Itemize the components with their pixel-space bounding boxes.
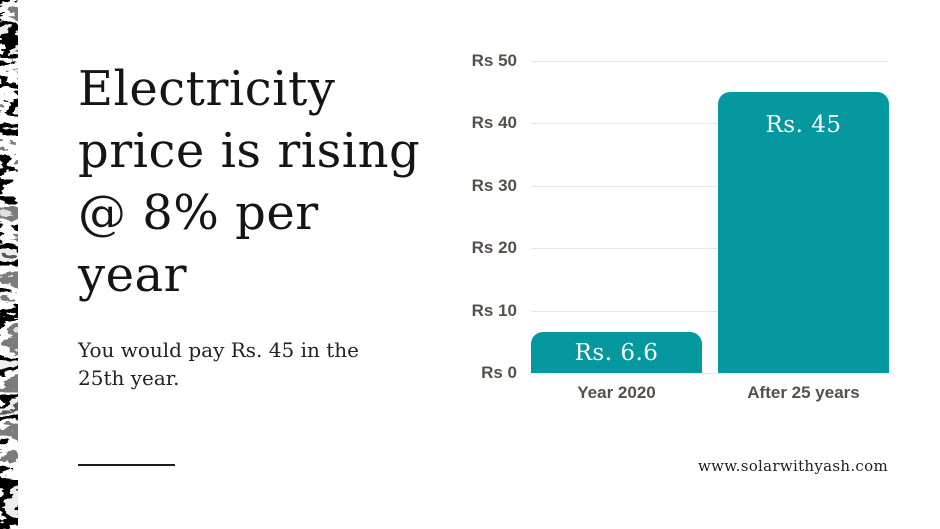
y-tick-label: Rs 50 <box>471 51 517 70</box>
bar-value-label: Rs. 45 <box>765 112 842 138</box>
slide-title: Electricity price is rising @ 8% per yea… <box>78 58 438 306</box>
gridline <box>531 185 888 187</box>
y-tick-label: Rs 20 <box>471 238 517 258</box>
title-line: Electricity <box>78 61 336 117</box>
y-tick-label: Rs 0 <box>481 363 517 382</box>
y-tick-label: Rs 30 <box>471 175 517 195</box>
subtitle-line: 25th year. <box>78 366 180 390</box>
divider-line <box>78 464 175 466</box>
bar: Rs. 45 <box>718 92 889 373</box>
bar: Rs. 6.6 <box>531 332 702 373</box>
gridline <box>531 123 888 125</box>
website-url: www.solarwithyash.com <box>698 457 888 475</box>
gridline <box>531 248 888 250</box>
title-line: year <box>78 247 188 303</box>
slide-subtitle: You would pay Rs. 45 in the 25th year. <box>78 336 378 392</box>
gridline <box>531 373 888 374</box>
left-texture-image <box>0 0 18 529</box>
marble-texture-graphic <box>0 0 18 529</box>
bar-value-label: Rs. 6.6 <box>574 339 659 366</box>
title-line: price is rising <box>78 123 421 179</box>
gridline <box>531 61 888 62</box>
x-tick-label: After 25 years <box>747 383 860 402</box>
y-tick-label: Rs 10 <box>471 300 517 320</box>
plot-area: Rs. 6.6 Rs. 45 <box>531 61 889 374</box>
x-tick-label: Year 2020 <box>577 383 656 402</box>
title-line: @ 8% per <box>78 185 319 241</box>
subtitle-line: You would pay Rs. 45 in the <box>78 338 359 362</box>
bar-chart: Rs. 6.6 Rs. 45 Rs 0 Rs 10 Rs 20 Rs 30 Rs 40 Rs… <box>455 51 890 411</box>
gridline <box>531 310 888 312</box>
y-tick-label: Rs 40 <box>471 113 517 133</box>
